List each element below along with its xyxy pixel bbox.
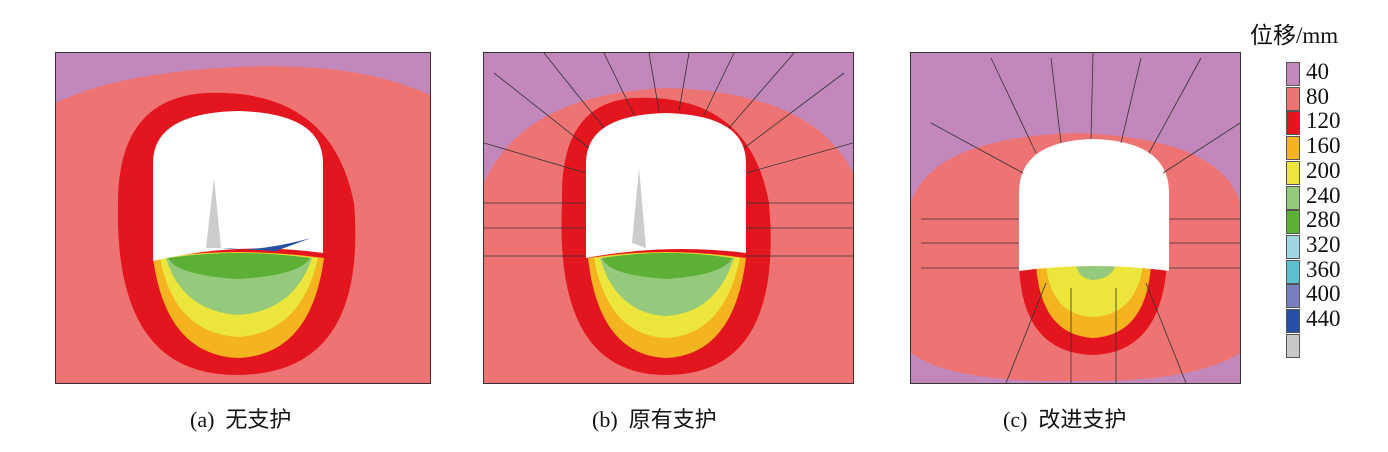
legend-label: 40 bbox=[1306, 59, 1329, 84]
panel-b-original-support bbox=[483, 52, 854, 384]
legend-label: 240 bbox=[1306, 182, 1341, 208]
legend-label: 160 bbox=[1306, 133, 1341, 159]
legend-label: 80 bbox=[1306, 83, 1329, 109]
legend-label: 440 bbox=[1306, 306, 1341, 331]
legend-swatch bbox=[1286, 309, 1300, 333]
legend-swatch bbox=[1286, 160, 1300, 185]
legend-swatch bbox=[1286, 185, 1300, 210]
contour-plot-b bbox=[483, 52, 854, 383]
legend-swatch bbox=[1286, 333, 1300, 358]
legend-title: 位移/mm bbox=[1250, 23, 1339, 48]
legend-label: 280 bbox=[1306, 207, 1341, 233]
legend-swatch bbox=[1286, 111, 1300, 136]
legend-swatch bbox=[1286, 210, 1300, 235]
panel-c-improved-support bbox=[910, 52, 1261, 384]
legend-swatch bbox=[1286, 62, 1300, 86]
legend-swatch bbox=[1286, 284, 1300, 309]
legend-swatch bbox=[1286, 259, 1300, 284]
caption-b: (b) 原有支护 bbox=[592, 407, 717, 432]
legend-swatch bbox=[1286, 234, 1300, 259]
legend-label: 360 bbox=[1306, 256, 1341, 282]
legend-swatch bbox=[1286, 86, 1300, 111]
caption-a: (a) 无支护 bbox=[190, 407, 292, 432]
legend-label: 400 bbox=[1306, 281, 1341, 307]
legend-swatch bbox=[1286, 136, 1300, 161]
contour-plot-c bbox=[911, 52, 1261, 384]
legend-label: 120 bbox=[1306, 108, 1341, 134]
legend-label: 320 bbox=[1306, 231, 1341, 257]
legend-label: 200 bbox=[1306, 157, 1341, 183]
panel-a-no-support bbox=[55, 52, 431, 384]
caption-c: (c) 改进支护 bbox=[1003, 407, 1127, 432]
contour-plot-a bbox=[56, 53, 430, 383]
